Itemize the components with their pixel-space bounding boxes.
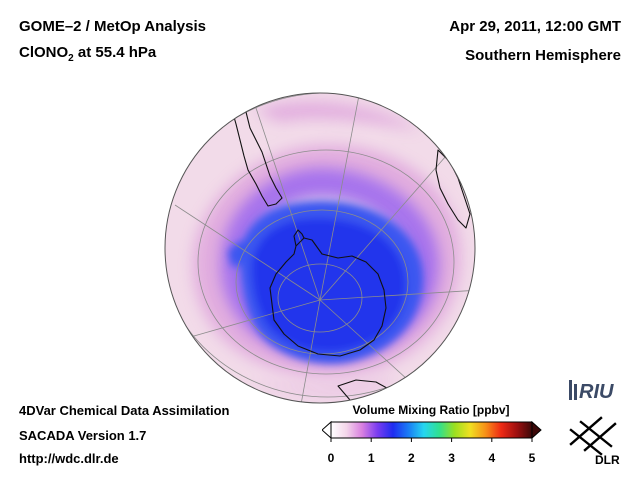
footer-url[interactable]: http://wdc.dlr.de [19,451,119,466]
coastlines [231,99,471,401]
title-line-2: ClONO2 at 55.4 hPa [19,44,157,64]
colorbar-ramp [330,421,533,439]
species-subscript: 2 [68,53,74,64]
pressure-level: at 55.4 hPa [73,44,157,61]
colorbar: 0 1 2 3 4 5 [322,420,542,465]
antarctica-coastline [269,237,387,357]
colorbar-tick-label: 0 [328,451,335,465]
riu-logo: RIU [569,380,614,403]
dlr-logo-text: DLR [595,453,620,466]
hemisphere-label: Southern Hemisphere [465,47,621,64]
globe-outline [164,92,476,404]
dlr-logo: DLR [569,416,620,466]
colorbar-tick-label: 2 [408,451,415,465]
title-line-1: GOME–2 / MetOp Analysis [19,18,206,35]
footer-method: 4DVar Chemical Data Assimilation [19,403,230,418]
colorbar-tick-label: 3 [448,451,455,465]
species-name: ClONO [19,44,69,61]
colorbar-tick-label: 5 [529,451,536,465]
riu-logo-bar-2 [574,384,577,400]
colorbar-min-arrow [322,420,332,440]
analysis-datetime: Apr 29, 2011, 12:00 GMT [449,18,621,35]
riu-logo-text: RIU [579,381,614,403]
colorbar-tick-label: 1 [368,451,375,465]
graticule [165,93,475,403]
footer-version: SACADA Version 1.7 [19,428,147,443]
polar-vortex [228,200,424,364]
riu-logo-bar-1 [569,380,572,400]
colorbar-max-arrow [531,420,542,440]
colorbar-title: Volume Mixing Ratio [ppbv] [352,403,510,417]
south-america-coastline [231,99,283,207]
antarctic-peninsula-coastline [293,229,305,247]
colorbar-tick-label: 4 [488,451,495,465]
dlr-logo-emblem [569,416,617,456]
